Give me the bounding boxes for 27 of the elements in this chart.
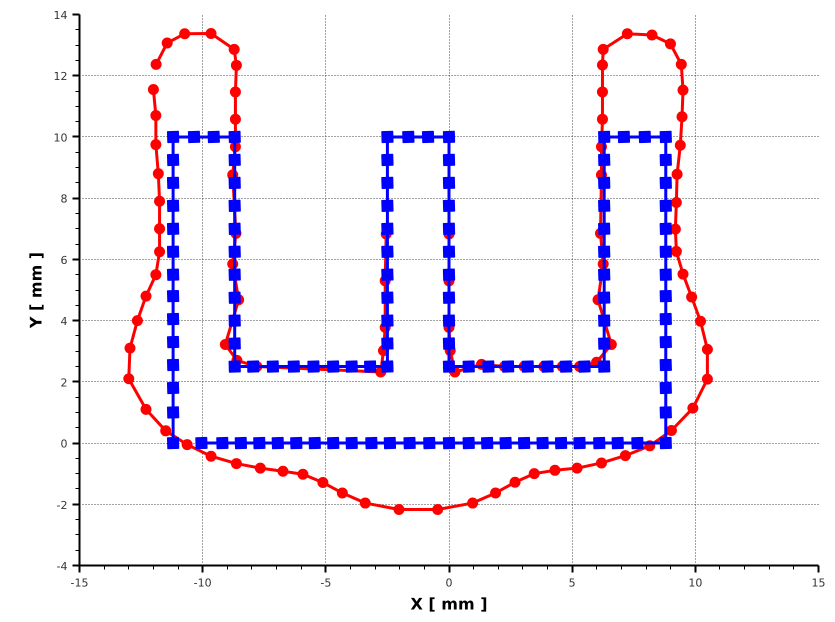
x-tick-label: -15 xyxy=(70,576,88,590)
point xyxy=(230,60,242,71)
y-tick-label: 6 xyxy=(60,254,68,267)
y-tick-label: 10 xyxy=(54,131,68,144)
point xyxy=(162,37,173,48)
y-tick-label: 2 xyxy=(60,376,68,390)
x-tick-label: 10 xyxy=(688,576,702,590)
x-tick-label: 15 xyxy=(812,576,826,590)
point xyxy=(179,28,190,40)
y-tick-label: 0 xyxy=(60,438,68,451)
y-tick-label: 4 xyxy=(60,315,68,328)
x-tick-label: 5 xyxy=(568,576,576,590)
point xyxy=(230,86,241,98)
y-tick-label: 8 xyxy=(60,192,68,206)
x-axis-title: X [ mm ] xyxy=(410,594,488,614)
y-tick-label: 14 xyxy=(54,9,68,22)
point xyxy=(228,44,240,55)
point xyxy=(230,114,241,125)
y-tick-label: -2 xyxy=(56,498,68,512)
point xyxy=(150,58,162,70)
y-axis-title: Y [ mm ] xyxy=(26,252,46,330)
y-tick-label: -4 xyxy=(56,560,68,573)
y-tick-label: 12 xyxy=(54,70,68,84)
point xyxy=(206,28,217,39)
x-tick-label: -5 xyxy=(320,576,332,590)
x-tick-label: 0 xyxy=(446,576,452,590)
x-tick-label: -10 xyxy=(194,576,212,590)
